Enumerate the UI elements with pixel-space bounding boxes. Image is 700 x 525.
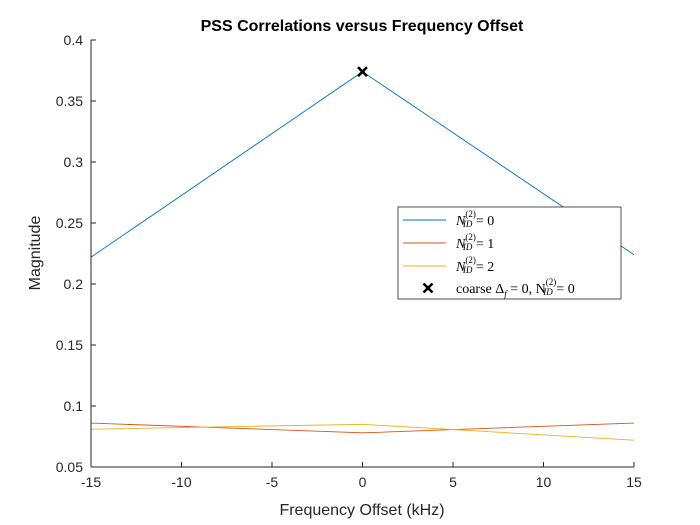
y-tick-label-4: 0.25 (56, 215, 83, 231)
y-tick-label-3: 0.2 (64, 276, 84, 292)
x-tick-label-3: 0 (359, 474, 367, 490)
x-tick-label-6: 15 (626, 474, 642, 490)
legend-label-0: N(2) ID = 0 (455, 209, 494, 229)
series-layer (90, 66, 635, 441)
series-line-1 (90, 422, 635, 434)
x-axis-title: Frequency Offset (kHz) (279, 502, 444, 519)
x-tick-label-1: -10 (171, 474, 191, 490)
y-axis-title: Magnitude (27, 216, 44, 291)
x-tick-label-2: -5 (266, 474, 279, 490)
y-tick-label-0: 0.05 (56, 459, 83, 475)
legend-label-2: N(2) ID = 2 (455, 255, 494, 275)
legend-box (397, 206, 622, 300)
legend-marker-stroke-2 (422, 282, 434, 294)
series-line-2 (90, 423, 635, 441)
y-tick-label-7: 0.4 (64, 32, 84, 48)
y-tick-label-1: 0.1 (64, 398, 84, 414)
legend-label-marker: coarse Δf = 0, N(2) ID = 0 (456, 277, 575, 299)
coarse-marker (357, 66, 368, 78)
chart-title: PSS Correlations versus Frequency Offset (201, 18, 524, 35)
y-tick-label-6: 0.35 (56, 93, 83, 109)
y-tick-label-5: 0.3 (64, 154, 84, 170)
y-tick-label-2: 0.15 (56, 337, 83, 353)
x-tick-label-5: 10 (536, 474, 552, 490)
axes-layer: -15 -10 -5 0 5 10 15 0.05 0.1 0.15 0.2 0.25 0.3 0.35 0… (56, 32, 642, 490)
legend-label-1: N(2) ID = 1 (455, 232, 494, 252)
x-tick-label-4: 5 (449, 474, 457, 490)
coarse-marker-stroke-2 (357, 66, 368, 78)
x-tick-label-0: -15 (81, 474, 101, 490)
